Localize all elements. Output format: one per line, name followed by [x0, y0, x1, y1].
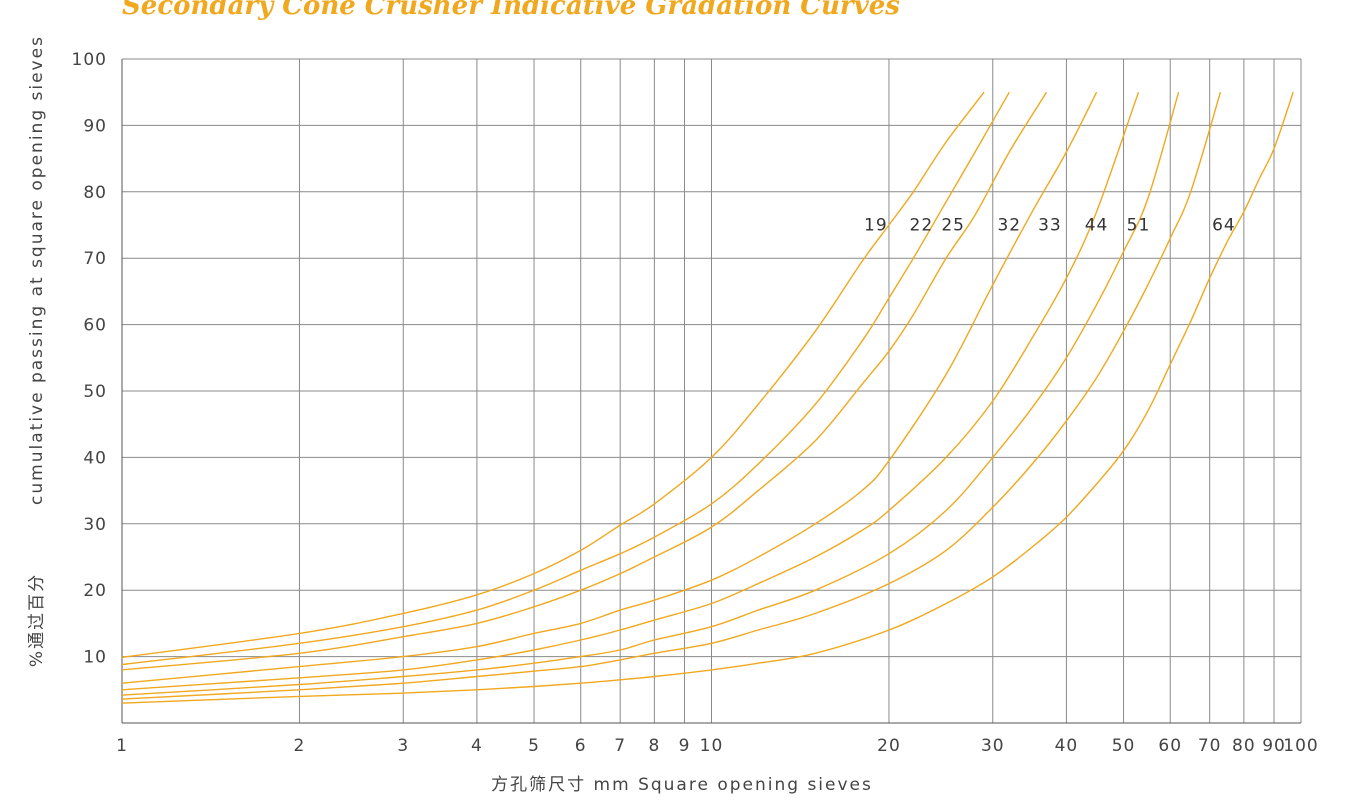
x-tick-label-90: 90 — [1262, 736, 1286, 756]
x-tick-label-1: 1 — [116, 736, 128, 756]
x-axis-title: 方孔筛尺寸 mm Square opening sieves — [491, 775, 873, 795]
x-tick-label-70: 70 — [1198, 736, 1222, 756]
x-tick-label-3: 3 — [397, 736, 409, 756]
curve-25 — [121, 91, 1048, 671]
curve-label-64: 64 — [1212, 215, 1236, 235]
x-tick-label-7: 7 — [614, 736, 626, 756]
grid — [121, 58, 1302, 724]
x-tick-label-50: 50 — [1112, 736, 1136, 756]
curve-44 — [121, 92, 1180, 696]
curve-22 — [121, 91, 1010, 666]
y-tick-label-90: 90 — [83, 116, 107, 136]
curve-label-22: 22 — [910, 215, 934, 235]
curve-label-51: 51 — [1127, 215, 1151, 235]
curve-label-32: 32 — [997, 215, 1021, 235]
y-tick-label-40: 40 — [83, 448, 107, 468]
y-tick-label-50: 50 — [83, 382, 107, 402]
x-tick-label-60: 60 — [1158, 736, 1182, 756]
y-axis-title-cn: %通过百分 — [27, 573, 47, 667]
x-tick-label-40: 40 — [1055, 736, 1079, 756]
chart-title: Secondary Cone Crusher Indicative Gradat… — [122, 0, 900, 21]
y-tick-label-30: 30 — [83, 515, 107, 535]
x-tick-label-100: 100 — [1283, 736, 1318, 756]
y-tick-label-10: 10 — [83, 648, 107, 668]
curve-19 — [121, 91, 985, 658]
y-tick-label-20: 20 — [83, 581, 107, 601]
x-tick-label-20: 20 — [877, 736, 901, 756]
x-tick-label-5: 5 — [528, 736, 540, 756]
y-tick-label-100: 100 — [72, 50, 107, 70]
x-tick-label-8: 8 — [648, 736, 660, 756]
x-tick-label-9: 9 — [679, 736, 691, 756]
x-tick-label-6: 6 — [575, 736, 587, 756]
x-tick-label-80: 80 — [1232, 736, 1256, 756]
x-tick-label-30: 30 — [981, 736, 1005, 756]
curve-label-25: 25 — [941, 215, 965, 235]
curve-33 — [121, 91, 1140, 691]
curve-labels: 19 22 25 32 33 44 51 64 — [864, 215, 1236, 235]
curves — [121, 91, 1294, 704]
curve-label-44: 44 — [1085, 215, 1109, 235]
tick-labels: 1 2 3 4 5 6 7 8 9 10 20 30 40 50 60 70 80 901001020304050… — [72, 50, 1318, 756]
x-tick-label-10: 10 — [700, 736, 724, 756]
x-tick-label-2: 2 — [294, 736, 306, 756]
y-tick-label-60: 60 — [83, 316, 107, 336]
curve-51 — [121, 92, 1222, 700]
x-tick-label-4: 4 — [471, 736, 483, 756]
curve-label-19: 19 — [864, 215, 888, 235]
y-axis-title: cumulative passing at square opening sie… — [27, 35, 47, 505]
curve-64 — [121, 91, 1294, 704]
y-tick-label-70: 70 — [83, 249, 107, 269]
curve-label-33: 33 — [1038, 215, 1062, 235]
curve-32 — [121, 91, 1098, 684]
y-tick-label-80: 80 — [83, 183, 107, 203]
